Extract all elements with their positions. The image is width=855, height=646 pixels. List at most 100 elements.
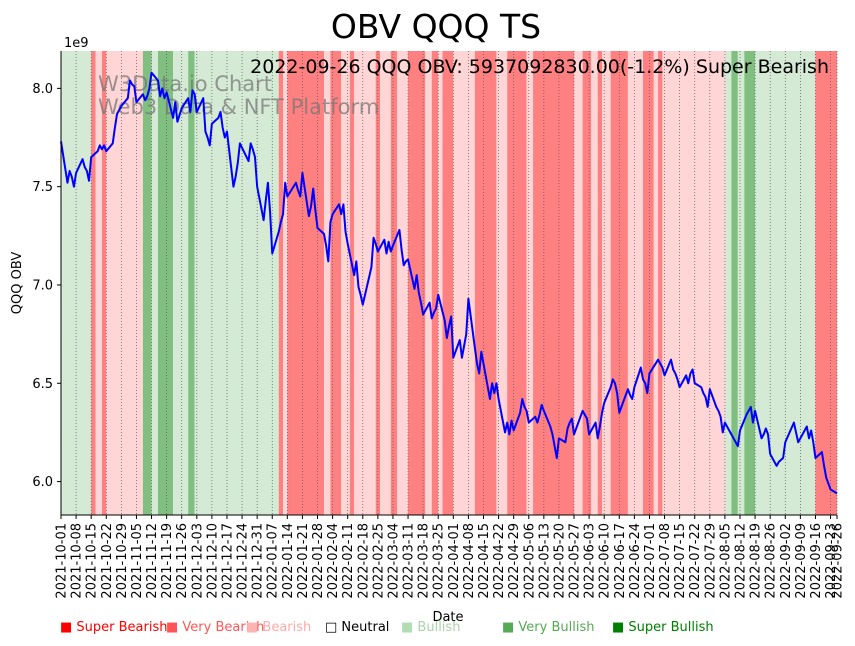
regime-bands <box>61 51 837 515</box>
regime-band-very-bearish <box>330 51 342 515</box>
regime-band-very-bearish <box>815 51 837 515</box>
x-tick-label: 2022-02-25 <box>371 523 386 599</box>
x-tick-label: 2022-05-27 <box>568 523 583 599</box>
legend-label: Bullish <box>417 620 461 635</box>
regime-band-very-bearish <box>658 51 663 515</box>
legend-swatch: ■ <box>246 620 263 635</box>
x-tick-label: 2022-01-07 <box>266 523 281 599</box>
x-tick-label: 2021-12-10 <box>205 523 220 599</box>
y-tick-label: 6.0 <box>32 475 53 490</box>
legend-label: Neutral <box>341 620 390 635</box>
legend-swatch: □ <box>325 620 342 635</box>
legend-label: Bearish <box>262 620 312 635</box>
regime-band-bearish <box>106 51 143 515</box>
x-tick-label: 2022-04-08 <box>462 523 477 599</box>
regime-band-very-bearish <box>349 51 355 515</box>
regime-band-bearish <box>95 51 102 515</box>
x-gridlines <box>60 51 838 515</box>
x-tick-label: 2021-11-05 <box>130 523 145 599</box>
obv-line <box>60 71 838 495</box>
x-tick-label: 2022-03-25 <box>432 523 447 599</box>
x-tick-label: 2022-08-19 <box>749 523 764 599</box>
legend-item-super-bullish: ■ Super Bullish <box>612 620 714 635</box>
regime-band-bearish <box>602 51 611 515</box>
x-tick-label: 2022-07-08 <box>658 523 673 599</box>
legend-item-super-bearish: ■ Super Bearish <box>60 620 168 635</box>
regime-band-bearish <box>591 51 598 515</box>
regime-band-bearish <box>438 51 443 515</box>
legend-swatch: ■ <box>166 620 183 635</box>
x-tick-label: 2022-09-16 <box>809 523 824 599</box>
regime-band-bullish <box>724 51 732 515</box>
y-tick-label: 6.5 <box>32 377 53 392</box>
x-tick-label: 2022-06-10 <box>598 523 613 599</box>
x-tick-label: 2021-10-08 <box>70 523 85 599</box>
legend-item-bearish: ■ Bearish <box>246 620 311 635</box>
x-tick-label: 2022-04-22 <box>492 523 507 599</box>
legend-item-bullish: ■ Bullish <box>401 620 460 635</box>
x-tick-label: 2022-09-26 <box>831 523 846 599</box>
x-tick-label: 2021-11-19 <box>160 523 175 599</box>
legend: ■ Super Bearish ■ Very Bearish ■ Bearish □ … <box>60 620 850 638</box>
regime-band-bearish <box>653 51 659 515</box>
x-tick-label: 2022-08-12 <box>734 523 749 599</box>
regime-band-bearish <box>354 51 376 515</box>
x-tick-label: 2021-11-12 <box>145 523 160 599</box>
x-tick-label: 2022-05-13 <box>537 523 552 599</box>
legend-item-neutral: □ Neutral <box>325 620 389 635</box>
x-tick-label: 2022-09-23 <box>824 523 839 599</box>
x-tick-label: 2022-02-18 <box>356 523 371 599</box>
regime-band-bullish <box>737 51 745 515</box>
regime-band-very-bearish <box>643 51 654 515</box>
legend-label: Very Bearish <box>182 620 265 635</box>
regime-band-very-bullish <box>142 51 152 515</box>
regime-band-very-bullish <box>188 51 195 515</box>
x-tick-label: 2022-03-04 <box>386 523 401 599</box>
x-tick-label: 2022-07-01 <box>643 523 658 599</box>
x-tick-label: 2022-08-26 <box>764 523 779 599</box>
x-tick-label: 2022-09-09 <box>794 523 809 599</box>
regime-band-very-bearish <box>597 51 603 515</box>
legend-item-very-bearish: ■ Very Bearish <box>166 620 264 635</box>
y-tick-label: 8.0 <box>32 82 53 97</box>
regime-band-very-bullish <box>744 51 756 515</box>
y-tick-label: 7.0 <box>32 278 53 293</box>
x-tick-label: 2022-09-02 <box>779 523 794 599</box>
x-tick-label: 2022-05-06 <box>522 523 537 599</box>
regime-band-bullish <box>194 51 279 515</box>
x-tick-label: 2022-02-11 <box>341 523 356 599</box>
regime-band-bearish <box>662 51 725 515</box>
regime-band-bearish <box>453 51 475 515</box>
regime-band-bearish <box>574 51 583 515</box>
x-axis-label: Date <box>432 610 463 625</box>
y-axis-label: QQQ OBV <box>10 252 25 315</box>
regime-band-bullish <box>173 51 189 515</box>
legend-label: Very Bullish <box>518 620 595 635</box>
y-scale-label: 1e9 <box>64 36 89 51</box>
x-tick-label: 2021-10-29 <box>115 523 130 599</box>
regime-band-very-bullish <box>731 51 738 515</box>
x-tick-label: 2021-10-22 <box>100 523 115 599</box>
y-tick-label: 7.5 <box>32 180 53 195</box>
regime-band-bearish <box>323 51 331 515</box>
x-tick-label: 2022-04-15 <box>477 523 492 599</box>
legend-item-very-bullish: ■ Very Bullish <box>502 620 594 635</box>
x-tick-label: 2022-03-18 <box>417 523 432 599</box>
legend-label: Super Bearish <box>76 620 168 635</box>
regime-band-very-bearish <box>474 51 497 515</box>
x-tick-label: 2022-07-15 <box>673 523 688 599</box>
x-tick-label: 2022-01-21 <box>296 523 311 599</box>
x-tick-label: 2021-10-01 <box>55 523 70 599</box>
x-tick-label: 2022-05-20 <box>552 523 567 599</box>
watermark-line-1: W3Data.io Chart <box>98 72 272 96</box>
x-tick-label: 2022-04-01 <box>447 523 462 599</box>
x-tick-label: 2022-06-24 <box>628 523 643 599</box>
x-tick-label: 2021-12-31 <box>251 523 266 599</box>
x-tick-label: 2022-06-03 <box>583 523 598 599</box>
legend-swatch: ■ <box>60 620 77 635</box>
x-tick-label: 2022-01-28 <box>311 523 326 599</box>
regime-band-bearish <box>283 51 288 515</box>
legend-swatch: ■ <box>612 620 629 635</box>
regime-band-very-bearish <box>582 51 592 515</box>
